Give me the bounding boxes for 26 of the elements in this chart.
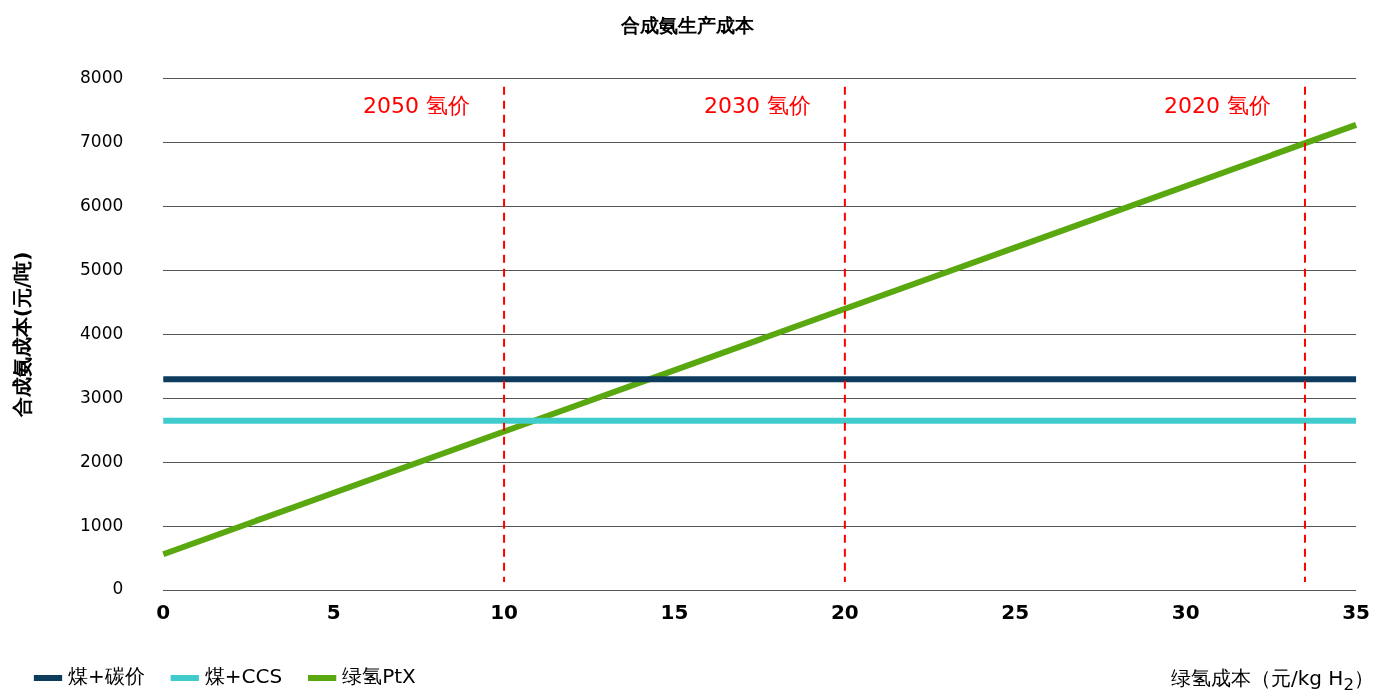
x-tick-label: 10 (490, 600, 518, 625)
y-tick-label: 6000 (80, 195, 124, 216)
y-axis-title: 合成氨成本(元/吨) (10, 251, 35, 419)
legend-label: 煤+碳价 (68, 664, 145, 689)
x-tick-label: 15 (660, 600, 689, 625)
y-tick-label: 3000 (80, 386, 124, 407)
y-tick-label: 0 (112, 578, 124, 599)
x-tick-label: 5 (326, 600, 341, 625)
x-tick-label: 25 (1001, 600, 1030, 625)
x-axis-title: 绿氢成本（元/kg H$_{2}$） (1170, 665, 1374, 694)
legend-label: 绿氢PtX (342, 664, 417, 689)
y-tick-label: 7000 (80, 131, 124, 152)
x-tick-label: 0 (156, 600, 171, 625)
y-tick-label: 1000 (80, 514, 124, 535)
y-tick-label: 2000 (80, 450, 124, 471)
x-tick-label: 35 (1342, 600, 1371, 625)
ref-line-label: 2020 氢价 (1163, 92, 1271, 118)
y-tick-label: 4000 (80, 322, 124, 343)
x-tick-label: 30 (1171, 600, 1200, 625)
ref-line-label: 2030 氢价 (703, 92, 811, 118)
legend-label: 煤+CCS (204, 664, 283, 689)
x-tick-label: 20 (830, 600, 859, 625)
y-tick-label: 8000 (80, 67, 124, 88)
y-tick-label: 5000 (80, 258, 124, 279)
chart-title: 合成氨生产成本 (619, 14, 755, 37)
ref-line-label: 2050 氢价 (363, 92, 471, 118)
